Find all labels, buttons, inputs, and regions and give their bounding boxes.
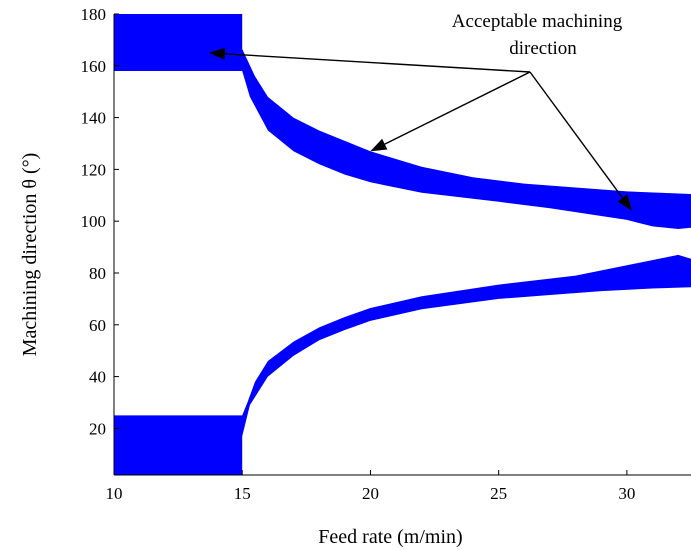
annotation-arrowhead (208, 47, 226, 60)
annotation-line2: direction (509, 38, 577, 59)
x-tick-label: 15 (234, 484, 251, 503)
y-tick-label: 80 (89, 264, 106, 283)
y-tick-label: 20 (89, 419, 106, 438)
y-tick-label: 180 (81, 5, 107, 24)
x-tick-label: 20 (362, 484, 379, 503)
y-tick-label: 140 (81, 109, 107, 128)
y-tick-label: 100 (81, 212, 107, 231)
y-tick-label: 40 (89, 368, 106, 387)
acceptable-region-group (114, 14, 691, 475)
x-axis-title: Feed rate (m/min) (318, 526, 462, 548)
annotation-line1: Acceptable machining (452, 11, 623, 32)
axes: 20 40 60 80 100 120 140 160 180 10 15 20 25 30 Feed ra… (19, 5, 691, 548)
x-tick-label: 30 (618, 484, 635, 503)
x-tick-label: 10 (106, 484, 123, 503)
y-axis-title: Machining direction θ (°) (19, 153, 41, 357)
y-tick-label: 60 (89, 316, 106, 335)
region-upper (114, 14, 691, 229)
annotation-arrowhead (370, 138, 388, 152)
region-lower (114, 254, 691, 475)
y-tick-label: 120 (81, 160, 107, 179)
annotation-group: Acceptable machining direction (208, 11, 632, 211)
annotation-arrow-line (224, 53, 531, 73)
x-tick-label: 25 (490, 484, 507, 503)
annotation-arrow-line (529, 71, 624, 199)
annotation-arrow-line (384, 71, 531, 145)
y-tick-label: 160 (81, 57, 107, 76)
annotation-arrowhead (617, 194, 632, 211)
